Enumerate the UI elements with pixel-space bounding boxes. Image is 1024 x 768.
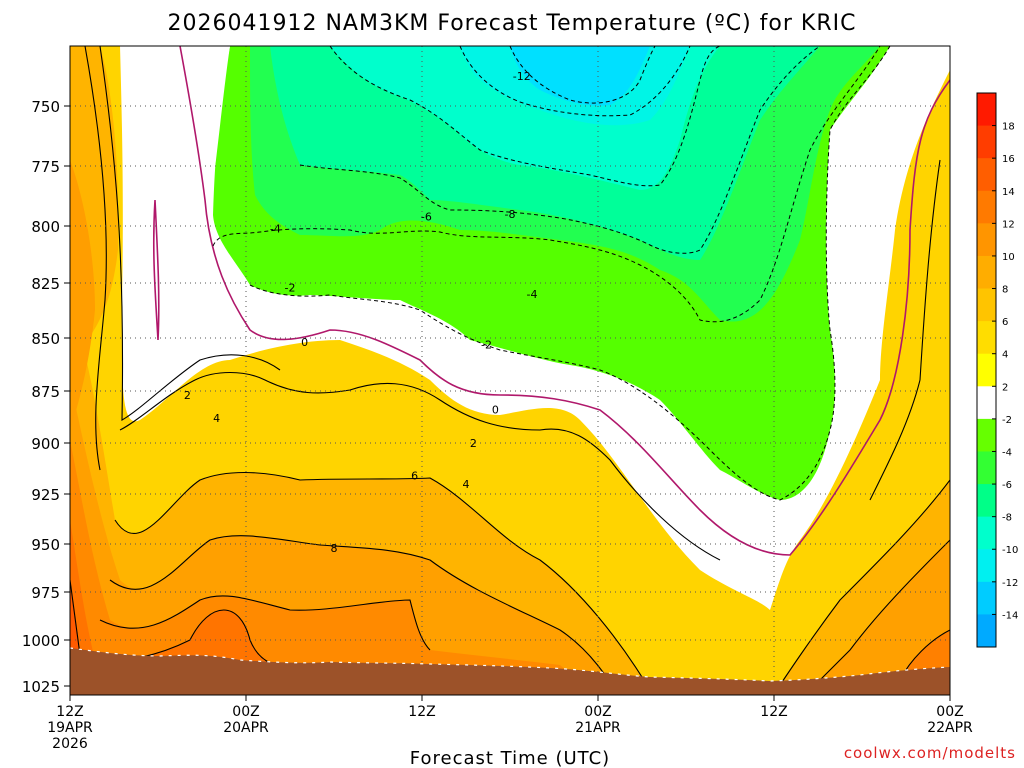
- y-tick-label: 775: [31, 158, 60, 176]
- y-tick-label: 750: [31, 98, 60, 116]
- x-tick-label: 00Z: [936, 704, 963, 720]
- contour-label: 0: [492, 404, 499, 417]
- colorbar-label: -10: [1002, 545, 1018, 556]
- contour-label: 6: [411, 470, 418, 483]
- contour-label: 2: [184, 389, 191, 402]
- colorbar-label: 16: [1002, 154, 1015, 165]
- plot-area: [70, 46, 950, 695]
- colorbar-swatch: [977, 93, 996, 127]
- colorbar-label: -4: [1002, 447, 1012, 458]
- contour-labels: -12 -8 -6 -4 -4 -2 -2 0 0 2 2 4 4 6 8: [184, 70, 538, 555]
- y-tick-label: 925: [31, 486, 60, 504]
- colorbar-swatch: [977, 255, 996, 290]
- x-tick-label: 12Z: [760, 704, 787, 720]
- x-tick-label: 2026: [52, 736, 88, 752]
- contour-label: -2: [481, 338, 492, 351]
- y-axis: 750 775 800 825 850 875 900 925 950 975 1000 1025: [22, 98, 70, 696]
- colorbar-swatch: [977, 549, 996, 583]
- y-tick-label: 975: [31, 584, 60, 602]
- x-tick-label: 12Z: [408, 704, 435, 720]
- contour-label: -4: [527, 288, 538, 301]
- colorbar-frame: [976, 92, 997, 648]
- contour-label: -6: [421, 210, 432, 223]
- plot-frame: [69, 45, 951, 696]
- colorbar-swatch: [977, 353, 996, 387]
- y-tick-label: 800: [31, 218, 60, 236]
- contour-label: 8: [331, 542, 338, 555]
- colorbar-label: 12: [1002, 219, 1015, 230]
- terrain: [70, 648, 950, 695]
- y-tick-label: 1025: [22, 678, 60, 696]
- colorbar-label: -14: [1002, 610, 1018, 621]
- colorbar-label: 18: [1002, 122, 1015, 133]
- colorbar-label: 6: [1002, 317, 1008, 328]
- contour-label: -4: [270, 222, 281, 235]
- colorbar-label: -8: [1002, 513, 1012, 524]
- x-tick-label: 00Z: [584, 704, 611, 720]
- colorbar-label: -2: [1002, 415, 1012, 426]
- colorbar-swatch: [977, 190, 996, 224]
- x-tick-label: 12Z: [56, 704, 83, 720]
- colorbar-swatch: [977, 386, 996, 420]
- y-tick-label: 850: [31, 330, 60, 348]
- y-tick-label: 900: [31, 435, 60, 453]
- band-left-top2: [70, 160, 95, 430]
- contours-cold: [212, 46, 891, 501]
- colorbar-swatch: [977, 321, 996, 355]
- colorbar-label: 10: [1002, 252, 1015, 263]
- band-left-white: [150, 46, 230, 244]
- y-tick-label: 875: [31, 383, 60, 401]
- colorbar-swatch: [977, 418, 996, 452]
- colorbar-swatch: [977, 581, 996, 615]
- colorbar-swatch: [977, 158, 996, 192]
- y-tick-label: 1000: [22, 632, 60, 650]
- colorbar-swatch: [977, 451, 996, 485]
- colorbar-label: 8: [1002, 285, 1008, 296]
- colorbar-swatch: [977, 223, 996, 257]
- x-axis-label: Forecast Time (UTC): [410, 748, 610, 768]
- contour-label: 4: [213, 412, 220, 425]
- contour-label: 2: [470, 437, 477, 450]
- y-tick-label: 825: [31, 275, 60, 293]
- band-12-14: [70, 520, 317, 695]
- colorbar-swatch: [977, 614, 996, 648]
- x-tick-label: 22APR: [927, 720, 973, 736]
- contour-label: 0: [301, 336, 308, 349]
- credit-text: coolwx.com/modelts: [844, 744, 1016, 762]
- colorbar-label: 14: [1002, 187, 1015, 198]
- x-tick-label: 19APR: [47, 720, 93, 736]
- colorbar-label: 2: [1002, 382, 1008, 393]
- x-tick-label: 00Z: [232, 704, 259, 720]
- y-tick-label: 950: [31, 536, 60, 554]
- contour-label: 4: [463, 478, 470, 491]
- contour-label: -8: [505, 208, 516, 221]
- colorbar-swatch: [977, 484, 996, 518]
- contours-zero: [152, 46, 950, 556]
- colorbar-label: -12: [1002, 578, 1018, 589]
- colorbar-label: -6: [1002, 480, 1012, 491]
- x-tick-label: 20APR: [223, 720, 269, 736]
- chart-title: 2026041912 NAM3KM Forecast Temperature (…: [168, 11, 857, 36]
- x-tick-label: 21APR: [575, 720, 621, 736]
- colorbar-label: 4: [1002, 350, 1008, 361]
- colorbar-swatch: [977, 516, 996, 550]
- colorbar-swatch: [977, 125, 996, 159]
- contour-label: -2: [285, 281, 296, 294]
- contour-label: -12: [513, 70, 531, 83]
- band-right-warm2: [805, 540, 950, 695]
- band-m12-m14: [510, 46, 650, 106]
- colorbar: 18 16 14 12 10 8 6 4 2 -2 -4 -6 -8 -10 -12 -14: [976, 92, 1018, 648]
- colorbar-swatch: [977, 288, 996, 322]
